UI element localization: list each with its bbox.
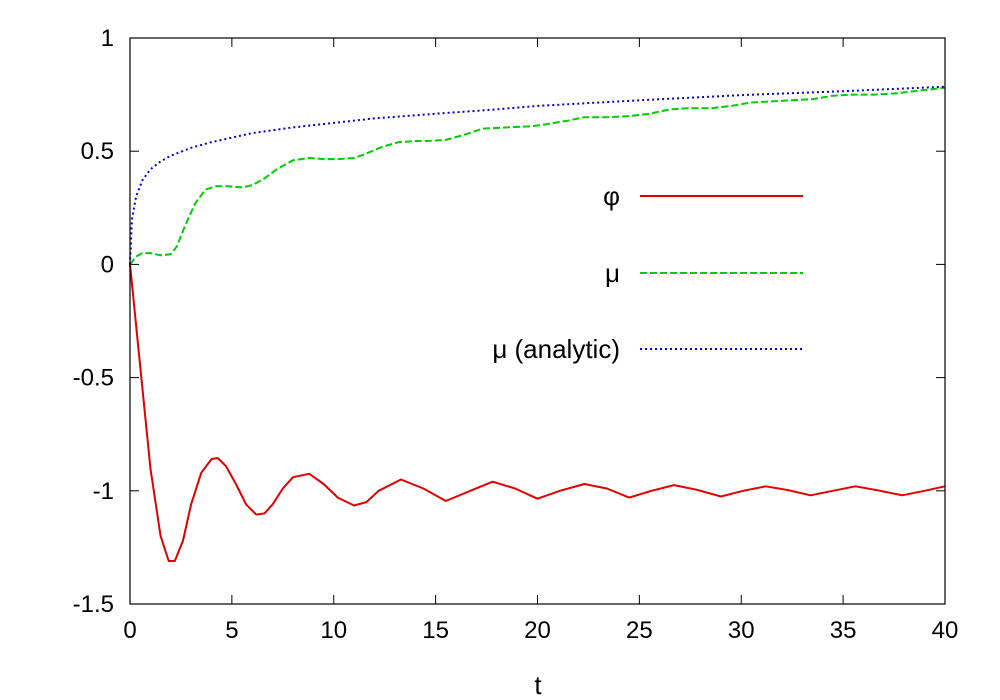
x-tick-label: 30 bbox=[728, 617, 755, 644]
y-tick-label: -0.5 bbox=[73, 365, 114, 392]
y-tick-label: 0.5 bbox=[81, 138, 114, 165]
x-tick-label: 5 bbox=[225, 617, 238, 644]
x-tick-label: 10 bbox=[320, 617, 347, 644]
axis-ticks bbox=[129, 37, 946, 605]
x-tick-label: 0 bbox=[123, 617, 136, 644]
x-axis-label: t bbox=[534, 670, 542, 700]
y-tick-label: 0 bbox=[101, 251, 114, 278]
series-layer bbox=[129, 85, 946, 562]
y-tick-label: -1.5 bbox=[73, 591, 114, 618]
x-tick-label: 40 bbox=[932, 617, 959, 644]
x-tick-label: 35 bbox=[830, 617, 857, 644]
legend-label-1: φ bbox=[603, 181, 620, 211]
y-tick-labels: 1 0.5 0 -0.5 -1 -1.5 bbox=[73, 25, 114, 618]
series-line-2 bbox=[129, 86, 946, 266]
plot-frame bbox=[129, 37, 946, 605]
legend-label-2: μ bbox=[605, 258, 620, 288]
series-line-3 bbox=[129, 85, 946, 265]
legend: φ μ μ (analytic) bbox=[492, 181, 803, 364]
y-tick-label: -1 bbox=[93, 478, 114, 505]
x-tick-labels: 0 5 10 15 20 25 30 35 40 bbox=[123, 617, 958, 644]
series-line-1 bbox=[129, 264, 946, 562]
y-tick-label: 1 bbox=[101, 25, 114, 52]
x-tick-label: 20 bbox=[524, 617, 551, 644]
legend-label-3: μ (analytic) bbox=[492, 334, 620, 364]
x-tick-label: 25 bbox=[626, 617, 653, 644]
x-tick-label: 15 bbox=[422, 617, 449, 644]
